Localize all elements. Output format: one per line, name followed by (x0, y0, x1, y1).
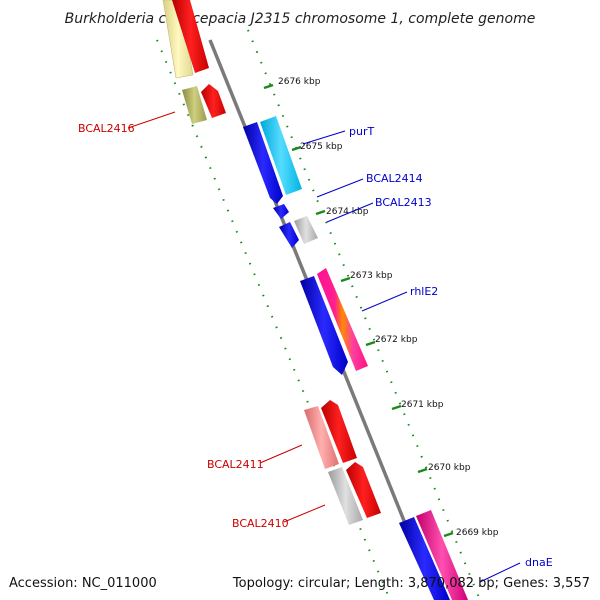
label-bcal2416: BCAL2416 (78, 122, 135, 135)
gene-red-bcal2409[interactable] (346, 462, 381, 518)
gene-gray-2674[interactable] (294, 216, 318, 244)
label-bcal2410: BCAL2410 (232, 517, 289, 530)
accession-text: Accession: NC_011000 (9, 576, 157, 591)
gene-blue-2673[interactable] (300, 276, 348, 375)
leader-lines (127, 111, 521, 583)
topology-text: Topology: circular; Length: 3,870,082 bp… (232, 576, 590, 591)
gene-magenta-2669[interactable] (416, 510, 468, 600)
gene-bcal2410[interactable] (328, 467, 363, 525)
gene-rhlE2[interactable] (317, 268, 368, 371)
gene-red-bcal2412[interactable] (321, 400, 357, 463)
kbp-label-2676: 2676 kbp (278, 77, 321, 87)
major-ticks (263, 83, 454, 538)
label-bcal2411: BCAL2411 (207, 458, 264, 471)
gene-purT-neighbor[interactable] (243, 122, 283, 204)
map-title: Burkholderia cenocepacia J2315 chromosom… (65, 11, 536, 27)
gene-bcal2414[interactable] (273, 204, 289, 219)
label-bcal2414: BCAL2414 (366, 172, 423, 185)
gene-yellow-top[interactable] (162, 0, 194, 79)
kbp-label-2672: 2672 kbp (375, 335, 418, 345)
gene-bcal2411[interactable] (304, 406, 339, 469)
gene-purT[interactable] (260, 116, 302, 195)
kbp-label-2671: 2671 kbp (401, 400, 444, 410)
label-purT: purT (349, 125, 374, 138)
gene-blue-2669[interactable] (399, 517, 450, 600)
label-bcal2413: BCAL2413 (375, 196, 432, 209)
gene-bcal2416[interactable] (182, 86, 207, 124)
label-dnaE: dnaE (525, 556, 553, 569)
gene-red-top[interactable] (172, 0, 209, 73)
outer-tick-ring (247, 29, 481, 600)
gene-bcal2413[interactable] (279, 222, 299, 248)
label-rhlE2: rhlE2 (410, 285, 438, 298)
gene-red-bcal2415[interactable] (201, 84, 226, 118)
kbp-label-2670: 2670 kbp (428, 463, 471, 473)
kbp-label-2673: 2673 kbp (350, 271, 393, 281)
kbp-label-2669: 2669 kbp (456, 528, 499, 538)
kbp-label-2674: 2674 kbp (326, 207, 369, 217)
kbp-label-2675: 2675 kbp (300, 142, 343, 152)
